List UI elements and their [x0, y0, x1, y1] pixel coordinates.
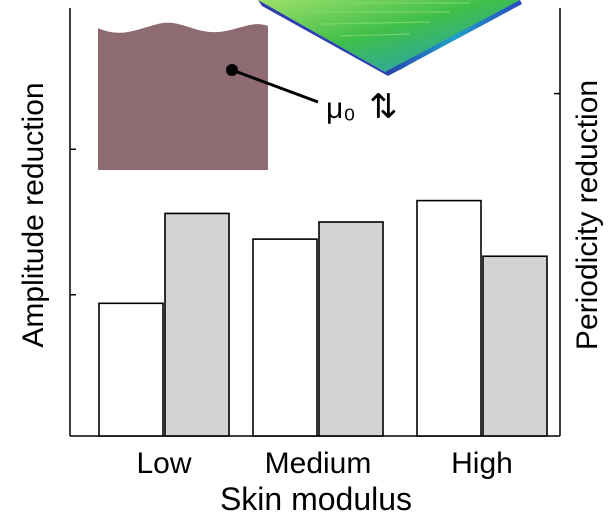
inset-leader-line [231, 68, 319, 104]
x-axis-label: Skin modulus [220, 481, 412, 517]
bar-series2-low [164, 212, 230, 437]
bar-series2-high [482, 255, 548, 437]
inset-schematic: μ₀ ⇅ [98, 22, 398, 170]
bar-series1-high [416, 199, 482, 437]
inset-mu-label: μ₀ [326, 92, 356, 125]
inset-arrows-icon: ⇅ [369, 88, 398, 126]
inset-block [98, 22, 268, 170]
x-tick-label-low: Low [136, 447, 191, 480]
bars-group [98, 199, 548, 437]
bar-series1-low [98, 302, 164, 437]
x-tick-label-high: High [451, 447, 513, 480]
bar-series1-medium [252, 238, 318, 437]
surface-render-image [258, 0, 522, 76]
y-axis-right-label: Periodicity reduction [571, 80, 604, 350]
bar-series2-medium [318, 221, 384, 437]
y-axis-left-label: Amplitude reduction [17, 82, 50, 347]
x-tick-label-medium: Medium [265, 447, 372, 480]
